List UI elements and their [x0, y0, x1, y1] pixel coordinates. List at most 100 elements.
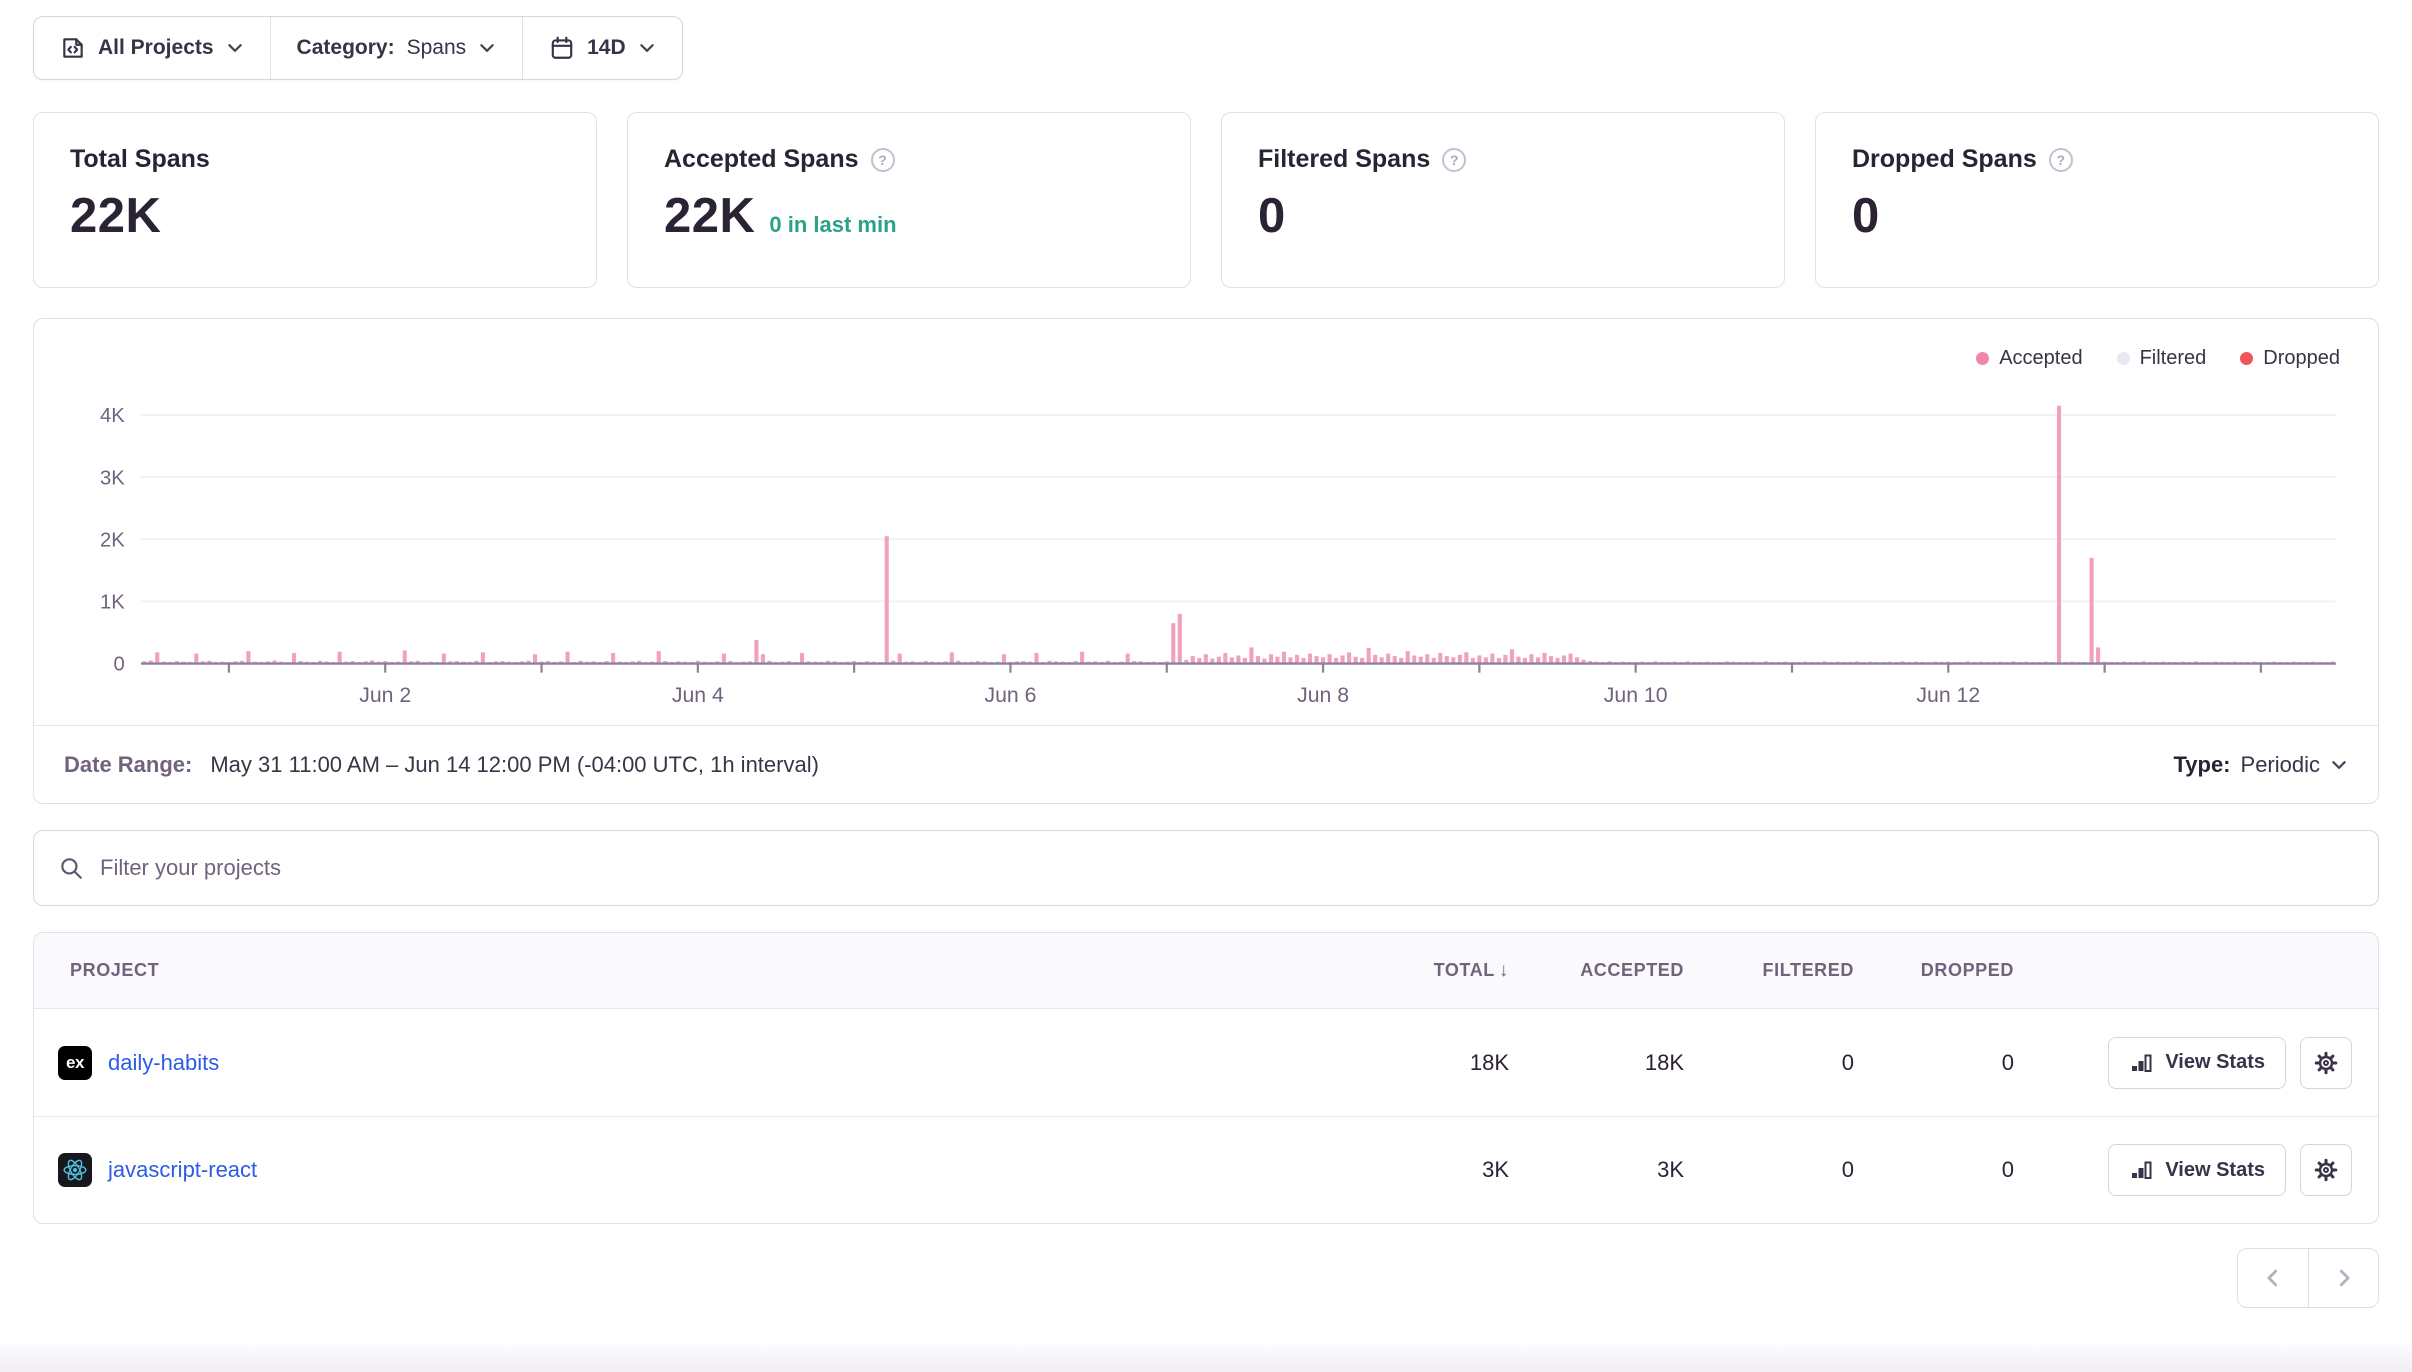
calendar-icon	[551, 36, 573, 59]
project-selector-label: All Projects	[98, 36, 214, 59]
chart-footer: Date Range: May 31 11:00 AM – Jun 14 12:…	[34, 725, 2378, 803]
search-icon	[61, 858, 82, 879]
legend-dropped[interactable]: Dropped	[2240, 347, 2340, 370]
card-value: 22K	[70, 189, 162, 243]
footer-band	[0, 1344, 2412, 1372]
date-range-value: May 31 11:00 AM – Jun 14 12:00 PM (-04:0…	[210, 751, 819, 777]
project-link[interactable]: daily-habits	[108, 1049, 220, 1075]
svg-text:Jun 8: Jun 8	[1297, 683, 1349, 707]
chevron-left-icon	[2267, 1269, 2278, 1287]
chevron-down-icon	[639, 44, 654, 52]
gear-icon	[2314, 1051, 2338, 1074]
stat-cards: Total Spans 22K Accepted Spans ? 22K 0 i…	[33, 112, 2379, 288]
project-settings-button[interactable]	[2300, 1144, 2352, 1197]
svg-text:3K: 3K	[100, 467, 125, 489]
card-value: 0	[1258, 189, 1286, 243]
chevron-down-icon	[480, 44, 494, 52]
col-project[interactable]: PROJECT	[70, 960, 160, 981]
project-link[interactable]: javascript-react	[108, 1157, 258, 1183]
previous-page-button[interactable]	[2238, 1249, 2308, 1308]
filter-bar: All Projects Category: Spans 14D	[33, 16, 683, 80]
card-total-spans: Total Spans 22K	[33, 112, 597, 288]
projects-icon	[63, 38, 83, 58]
type-selector[interactable]: Type: Periodic	[2173, 752, 2348, 778]
react-icon	[58, 1153, 92, 1188]
card-value: 0	[1852, 189, 1880, 243]
table-header: PROJECT TOTAL ↓ ACCEPTED FILTERED DROPPE…	[34, 933, 2378, 1010]
card-title: Filtered Spans	[1258, 145, 1431, 173]
gear-icon	[2314, 1158, 2338, 1182]
chevron-down-icon	[2332, 760, 2346, 769]
accepted-value: 18K	[1644, 1049, 1684, 1075]
col-total[interactable]: TOTAL ↓	[1433, 959, 1509, 981]
col-accepted[interactable]: ACCEPTED	[1580, 960, 1684, 981]
expo-icon: ex	[58, 1045, 92, 1080]
project-filter-bar	[33, 830, 2379, 907]
svg-text:Jun 10: Jun 10	[1604, 683, 1668, 707]
svg-text:1K: 1K	[100, 592, 125, 614]
svg-text:4K: 4K	[100, 405, 125, 427]
col-filtered[interactable]: FILTERED	[1762, 960, 1854, 981]
card-dropped-spans: Dropped Spans ? 0	[1815, 112, 2379, 288]
card-title: Total Spans	[70, 145, 210, 173]
usage-chart-card: Accepted Filtered Dropped 0 1K 2K 3K 4K Jun 2…	[33, 318, 2379, 805]
chevron-right-icon	[2339, 1269, 2349, 1287]
svg-text:Jun 6: Jun 6	[984, 683, 1036, 707]
help-icon[interactable]: ?	[870, 147, 895, 172]
table-row: javascript-react 3K 3K 0 0 View Stats	[34, 1116, 2378, 1223]
bar-chart-icon	[2132, 1161, 2152, 1180]
pagination	[33, 1248, 2379, 1309]
type-label: Type:	[2173, 751, 2231, 777]
filtered-dot-icon	[2116, 352, 2130, 365]
dropped-value: 0	[2001, 1049, 2014, 1075]
date-period-value: 14D	[587, 36, 626, 59]
legend-label: Accepted	[1999, 347, 2083, 369]
svg-text:Jun 4: Jun 4	[672, 683, 724, 707]
table-row: ex daily-habits 18K 18K 0 0 View Stats	[34, 1009, 2378, 1116]
bar-chart-icon	[2132, 1054, 2152, 1072]
svg-text:2K: 2K	[100, 529, 125, 551]
help-icon[interactable]: ?	[1442, 147, 1467, 172]
total-value: 3K	[1482, 1157, 1509, 1183]
project-settings-button[interactable]	[2300, 1036, 2352, 1089]
view-stats-button[interactable]: View Stats	[2108, 1036, 2286, 1089]
category-selector[interactable]: Category: Spans	[269, 17, 523, 79]
card-subtext: 0 in last min	[769, 212, 897, 237]
search-input[interactable]	[100, 855, 2354, 882]
accepted-value: 3K	[1657, 1157, 1684, 1183]
next-page-button[interactable]	[2308, 1249, 2378, 1308]
card-filtered-spans: Filtered Spans ? 0	[1221, 112, 1785, 288]
card-accepted-spans: Accepted Spans ? 22K 0 in last min	[627, 112, 1191, 288]
card-title: Accepted Spans	[664, 145, 859, 173]
date-period-selector[interactable]: 14D	[522, 17, 682, 79]
view-stats-button[interactable]: View Stats	[2108, 1144, 2286, 1197]
project-selector[interactable]: All Projects	[34, 17, 270, 79]
category-label: Category:	[296, 36, 395, 59]
card-title: Dropped Spans	[1852, 145, 2037, 173]
card-value: 22K	[664, 189, 756, 243]
dropped-dot-icon	[2240, 352, 2254, 365]
type-value: Periodic	[2240, 751, 2320, 777]
date-range-label: Date Range:	[64, 751, 193, 777]
projects-table: PROJECT TOTAL ↓ ACCEPTED FILTERED DROPPE…	[33, 932, 2379, 1225]
svg-text:Jun 2: Jun 2	[359, 683, 411, 707]
svg-text:Jun 12: Jun 12	[1916, 683, 1980, 707]
category-value: Spans	[406, 36, 467, 59]
chevron-down-icon	[227, 44, 242, 52]
legend-accepted[interactable]: Accepted	[1976, 347, 2083, 370]
help-icon[interactable]: ?	[2048, 147, 2073, 172]
sort-desc-icon: ↓	[1498, 959, 1509, 981]
legend-label: Dropped	[2263, 347, 2340, 369]
legend-label: Filtered	[2139, 347, 2207, 369]
legend-filtered[interactable]: Filtered	[2116, 347, 2207, 370]
chart-legend: Accepted Filtered Dropped	[62, 339, 2350, 374]
total-value: 18K	[1469, 1049, 1509, 1075]
filtered-value: 0	[1841, 1157, 1854, 1183]
filtered-value: 0	[1841, 1049, 1854, 1075]
svg-text:0: 0	[114, 654, 125, 676]
accepted-dot-icon	[1976, 352, 1990, 365]
col-dropped[interactable]: DROPPED	[1920, 960, 2014, 981]
dropped-value: 0	[2001, 1157, 2014, 1183]
spans-chart: 0 1K 2K 3K 4K Jun 2 Jun 4 Jun 6 Jun 8 Jun 10 Jun 1…	[62, 374, 2350, 719]
